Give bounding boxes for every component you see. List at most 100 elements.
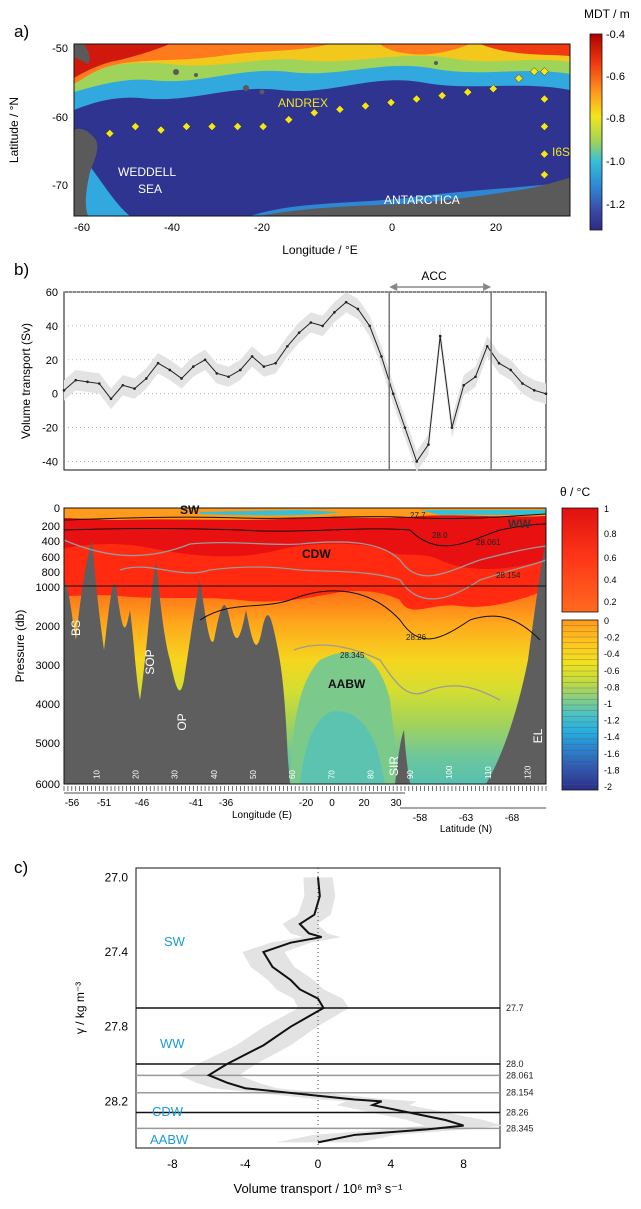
transport-point [239,368,242,372]
i6s-station-marker [540,67,549,76]
map-xtick: 20 [490,222,502,234]
andrex-station-marker [207,122,217,131]
gamma-xtick: 4 [387,1157,394,1171]
lon-tick: -41 [189,798,204,809]
andrex-station-marker [514,74,524,83]
panel-b-label: b) [14,260,29,279]
transport-point [192,365,195,368]
theta-cb-tick: 0.6 [604,553,617,563]
gamma-xtick: -8 [167,1157,178,1171]
i6s-station-marker [540,122,549,131]
station-number: 90 [406,770,415,779]
transport-point [497,361,501,365]
transport-point [309,321,313,324]
section-ytick: 0 [54,503,60,515]
isopycnal-label: 27.7 [410,511,426,520]
theta-cb-tick: -0.4 [604,649,620,659]
theta-cb-tick: -1.2 [604,716,620,726]
weddell-label-2: SEA [138,182,162,196]
lat-tick: -68 [505,813,520,824]
station-number: 60 [288,770,297,779]
theta-cb-tick: 0.8 [604,529,617,539]
station-number: 80 [367,770,376,779]
theta-cb-tick: -0.2 [604,633,620,643]
andrex-station-marker [182,122,191,131]
gamma-boundary-label: 28.0 [506,1059,524,1069]
station-number: 10 [92,770,101,779]
gamma-ytick: 28.2 [105,1094,129,1108]
transport-ylabel: Volume transport (Sv) [19,323,33,439]
lat-axis-label: Latitude (N) [440,824,492,835]
transport-point [144,377,148,380]
map-frame [73,43,571,217]
section-ytick: 5000 [36,738,60,750]
isopycnal-label: 28.26 [406,633,427,642]
transport-point [391,392,395,396]
section-ytick: 3000 [36,660,60,672]
section-ytick: 6000 [36,779,60,791]
lat-tick: -63 [459,813,474,824]
station-number: 40 [210,770,219,779]
andrex-station-marker [412,94,421,104]
map-xtick: 0 [389,222,395,234]
mdt-colorbar-tick: -0.8 [606,113,625,125]
gamma-boundary-label: 28.26 [506,1108,529,1118]
transport-point [97,382,101,385]
acc-label: ACC [421,269,447,283]
andrex-station-marker [156,125,166,135]
andrex-station-marker [258,122,268,131]
transport-point [109,397,113,401]
section-cdw-label: CDW [302,547,331,561]
theta-cb-tick: 0.2 [604,597,617,607]
i6s-label: I6S [552,145,570,159]
transport-ytick: 40 [46,321,58,333]
transport-point [462,383,466,387]
i6s-section-markers [540,67,549,180]
transport-point [215,372,219,375]
acc-arrow-head-left [389,283,398,291]
transport-point [227,375,230,379]
mdt-colorbar-title: MDT / m [584,7,630,21]
map-ytick: -60 [52,112,68,124]
i6s-station-marker [540,149,549,159]
isopycnal-label: 28.0 [432,531,448,540]
andrex-label: ANDREX [278,96,328,110]
theta-cb-tick: -1 [604,699,612,709]
lon-tick: 20 [358,798,370,809]
andrex-station-marker [309,108,319,118]
transport-ytick: 0 [52,389,58,401]
gamma-ytick: 27.0 [105,870,129,884]
section-ytick: 200 [42,521,60,533]
temperature-section [64,508,546,784]
transport-ytick: -40 [42,457,58,469]
transport-point [532,389,536,392]
feature-el: EL [531,728,545,743]
transport-point [509,368,513,372]
transport-point [297,331,301,334]
map-xlabel: Longitude / °E [282,243,358,257]
transport-point [415,460,418,463]
theta-colorbar-title: θ / °C [560,485,590,499]
andrex-station-marker [386,98,396,107]
andrex-station-marker [488,84,498,94]
feature-sir: SIR [387,756,401,776]
transport-point [133,387,136,390]
gamma-boundary-label: 27.7 [506,1003,524,1013]
theta-cb-tick: -1.8 [604,765,620,775]
mdt-map [74,44,570,216]
andrex-station-marker [131,122,140,131]
gamma-boundary-label: 28.154 [506,1088,534,1098]
transport-point [344,300,348,304]
feature-bs: BS [69,620,83,636]
section-ww-label: WW [508,517,531,531]
section-ytick: 1000 [36,582,60,594]
transport-ytick: 60 [46,287,58,299]
section-ylabel: Pressure (db) [13,610,27,683]
lon-tick: 0 [329,798,335,809]
panel-a-label: a) [14,22,29,41]
station-number: 110 [484,766,493,779]
lon-tick: -20 [299,798,314,809]
andrex-station-marker [335,105,345,114]
map-ytick: -70 [52,180,68,192]
transport-point [286,344,289,348]
